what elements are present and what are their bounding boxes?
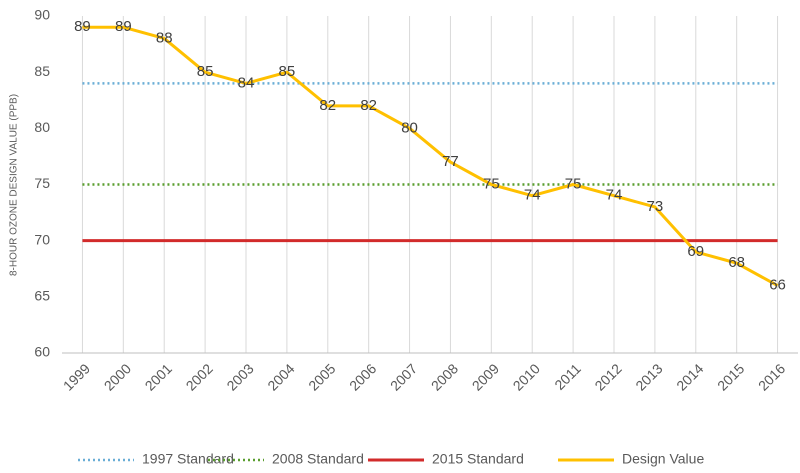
- data-label: 74: [606, 187, 623, 204]
- y-tick-label: 65: [34, 288, 50, 304]
- x-tick-label: 2000: [101, 360, 134, 393]
- legend-label: 1997 Standard: [142, 451, 234, 467]
- x-tick-label: 2009: [469, 360, 502, 393]
- x-tick-label: 2007: [387, 360, 420, 393]
- data-label: 75: [565, 175, 582, 192]
- data-label: 85: [279, 63, 296, 80]
- y-tick-label: 85: [34, 63, 50, 79]
- data-label: 82: [360, 97, 377, 114]
- x-tick-label: 1999: [60, 360, 93, 393]
- y-tick-label: 90: [34, 7, 50, 23]
- data-label: 77: [442, 153, 459, 170]
- y-axis-label: 8-HOUR OZONE DESIGN VALUE (PPB): [9, 94, 20, 276]
- x-tick-label: 2005: [305, 360, 338, 393]
- y-tick-label: 80: [34, 119, 50, 135]
- series-line: [82, 25, 779, 287]
- x-tick-label: 2011: [551, 360, 584, 393]
- y-tick-label: 70: [34, 231, 50, 247]
- x-tick-label: 2004: [264, 360, 297, 393]
- data-label: 89: [115, 18, 132, 35]
- data-label: 69: [687, 243, 704, 260]
- data-label: 84: [238, 74, 255, 91]
- x-tick-label: 2006: [346, 360, 379, 393]
- x-tick-label: 2012: [591, 360, 624, 393]
- x-tick-label: 2008: [428, 360, 461, 393]
- x-tick-label: 2013: [632, 360, 665, 393]
- x-tick-label: 2001: [142, 360, 175, 393]
- data-label: 75: [483, 175, 500, 192]
- legend-label: Design Value: [622, 451, 704, 467]
- x-tick-label: 2015: [714, 360, 747, 393]
- x-tick-label: 2010: [510, 360, 543, 393]
- y-tick-label: 75: [34, 175, 50, 191]
- x-tick-label: 2014: [673, 360, 706, 393]
- x-tick-label: 2016: [755, 360, 788, 393]
- data-label: 89: [74, 18, 91, 35]
- x-tick-label: 2002: [183, 360, 216, 393]
- data-label: 85: [197, 63, 214, 80]
- data-label: 73: [647, 198, 664, 215]
- data-label: 66: [769, 277, 786, 294]
- legend-label: 2015 Standard: [432, 451, 524, 467]
- data-label: 68: [728, 254, 745, 271]
- legend-label: 2008 Standard: [272, 451, 364, 467]
- x-tick-label: 2003: [223, 360, 256, 393]
- data-label: 80: [401, 119, 418, 136]
- y-tick-label: 60: [34, 344, 50, 360]
- data-label: 82: [319, 97, 336, 114]
- data-label: 74: [524, 187, 541, 204]
- data-label: 88: [156, 29, 173, 46]
